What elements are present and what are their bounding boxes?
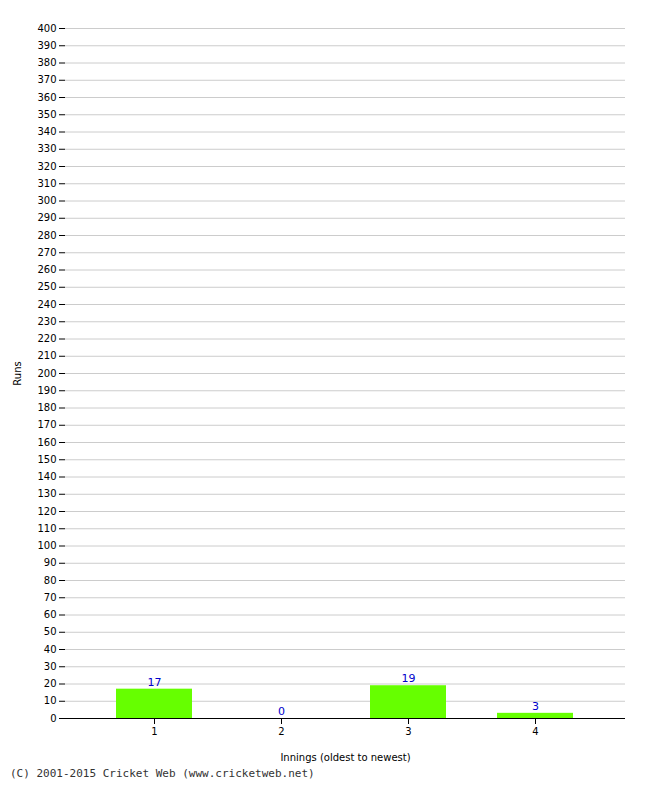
svg-text:1: 1 [151,726,157,737]
svg-text:140: 140 [37,471,56,482]
svg-text:90: 90 [44,557,57,568]
svg-text:270: 270 [37,247,56,258]
svg-text:400: 400 [37,23,56,34]
svg-text:17: 17 [148,676,162,689]
svg-text:320: 320 [37,161,56,172]
svg-text:120: 120 [37,506,56,517]
svg-text:80: 80 [44,575,57,586]
svg-text:180: 180 [37,402,56,413]
svg-text:170: 170 [37,419,56,430]
svg-text:3: 3 [405,726,411,737]
svg-text:20: 20 [44,678,57,689]
svg-text:130: 130 [37,488,56,499]
svg-text:70: 70 [44,592,57,603]
svg-text:40: 40 [44,644,57,655]
svg-text:380: 380 [37,57,56,68]
svg-text:360: 360 [37,92,56,103]
svg-text:330: 330 [37,143,56,154]
svg-text:30: 30 [44,661,57,672]
svg-text:240: 240 [37,299,56,310]
svg-text:0: 0 [278,705,285,718]
svg-text:300: 300 [37,195,56,206]
svg-text:370: 370 [37,74,56,85]
svg-text:210: 210 [37,350,56,361]
svg-text:10: 10 [44,695,57,706]
svg-text:0: 0 [50,713,56,724]
svg-text:310: 310 [37,178,56,189]
html-text:(C) 2001-2015 Cricket Web (www: (C) 2001-2015 Cricket Web (www.cricketwe… [10,767,315,780]
svg-text:230: 230 [37,316,56,327]
svg-text:150: 150 [37,454,56,465]
svg-text:350: 350 [37,109,56,120]
svg-text:2: 2 [278,726,284,737]
svg-text:250: 250 [37,281,56,292]
svg-text:190: 190 [37,385,56,396]
svg-text:4: 4 [532,726,538,737]
svg-text:340: 340 [37,126,56,137]
svg-text:3: 3 [532,700,539,713]
svg-text:220: 220 [37,333,56,344]
svg-text:60: 60 [44,609,57,620]
svg-text:Runs: Runs [12,361,23,385]
svg-text:100: 100 [37,540,56,551]
svg-text:200: 200 [37,368,56,379]
svg-text:Innings (oldest to newest): Innings (oldest to newest) [280,752,410,763]
svg-text:19: 19 [402,672,416,685]
svg-text:280: 280 [37,230,56,241]
svg-text:290: 290 [37,212,56,223]
svg-text:110: 110 [37,523,56,534]
svg-text:390: 390 [37,40,56,51]
svg-text:160: 160 [37,437,56,448]
svg-text:260: 260 [37,264,56,275]
svg-text:50: 50 [44,626,57,637]
